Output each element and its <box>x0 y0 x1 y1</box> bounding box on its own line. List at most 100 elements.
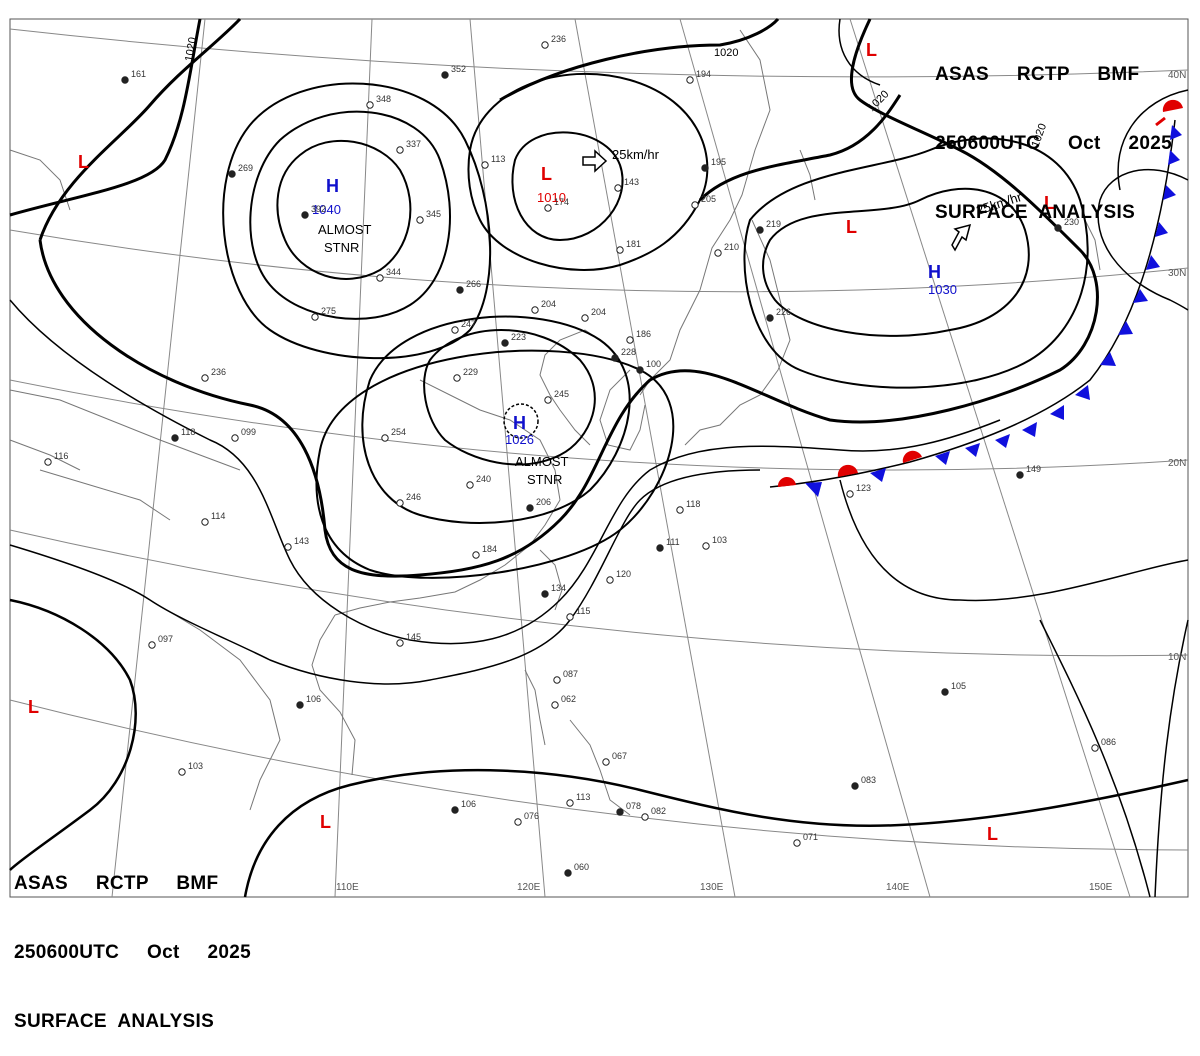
station-pressure: 219 <box>766 219 781 229</box>
station-marker <box>702 542 710 550</box>
station-pressure: 236 <box>551 34 566 44</box>
station-pressure: 352 <box>451 64 466 74</box>
station-pressure: 275 <box>321 306 336 316</box>
station-marker <box>766 314 774 322</box>
station-marker <box>311 313 319 321</box>
station-pressure: 229 <box>463 367 478 377</box>
station-marker <box>376 274 384 282</box>
station-pressure: 120 <box>616 569 631 579</box>
station-marker <box>396 499 404 507</box>
station-marker <box>466 481 474 489</box>
station-marker <box>756 226 764 234</box>
station-marker <box>44 458 52 466</box>
motion-arrows <box>582 149 972 252</box>
station-marker <box>553 676 561 684</box>
station-marker <box>284 543 292 551</box>
header-line: SURFACE ANALYSIS <box>935 202 1136 223</box>
lon-label: 120E <box>517 882 541 893</box>
station-pressure: 246 <box>406 492 421 502</box>
station-marker <box>416 216 424 224</box>
station-pressure: 106 <box>461 799 476 809</box>
station-marker <box>641 813 649 821</box>
station-marker <box>541 41 549 49</box>
station-pressure: 078 <box>626 801 641 811</box>
station-pressure: 103 <box>188 761 203 771</box>
station-marker <box>551 701 559 709</box>
header-line: 250600UTC Oct 2025 <box>14 942 251 963</box>
station-marker <box>381 434 389 442</box>
lon-label: 140E <box>886 882 910 893</box>
station-marker <box>1016 471 1024 479</box>
station-pressure: 106 <box>306 694 321 704</box>
station-pressure: 240 <box>476 474 491 484</box>
station-pressure: 113 <box>491 154 505 164</box>
low-letter: L <box>987 824 998 844</box>
station-pressure: 149 <box>1026 464 1041 474</box>
station-marker <box>526 504 534 512</box>
station-marker <box>201 518 209 526</box>
low-letter: L <box>78 152 89 172</box>
station-pressure: 186 <box>636 329 651 339</box>
high-note: STNR <box>324 240 359 255</box>
station-pressure: 086 <box>1101 737 1116 747</box>
station-marker <box>544 396 552 404</box>
station-pressure: 223 <box>511 332 526 342</box>
station-pressure: 174 <box>554 197 569 207</box>
high-note: STNR <box>527 472 562 487</box>
station-pressure: 143 <box>294 536 309 546</box>
station-pressure: 114 <box>211 511 225 521</box>
weather-map: 1020 1020 1020 1020 <box>9 17 1189 898</box>
station-pressure: 269 <box>238 163 253 173</box>
station-marker <box>606 576 614 584</box>
station-pressure: 105 <box>951 681 966 691</box>
station-pressure: 230 <box>1064 217 1079 227</box>
station-pressure: 161 <box>131 69 146 79</box>
station-marker <box>636 366 644 374</box>
station-marker <box>714 249 722 257</box>
station-plots: 161 236 194 352 348 337 392 345 344 266 113 143 195 2… <box>44 34 1116 877</box>
station-pressure: 082 <box>651 806 666 816</box>
station-pressure: 204 <box>541 299 556 309</box>
station-marker <box>481 161 489 169</box>
station-pressure: 226 <box>776 307 791 317</box>
cold-front-triangles <box>805 125 1182 497</box>
station-marker <box>366 101 374 109</box>
station-pressure: 181 <box>626 239 641 249</box>
lat-label: 10N <box>1168 652 1186 663</box>
station-marker <box>544 204 552 212</box>
station-marker <box>686 76 694 84</box>
station-marker <box>231 434 239 442</box>
header-line: 250600UTC Oct 2025 <box>935 133 1172 154</box>
low-letter: L <box>541 164 552 184</box>
coastlines <box>9 29 1101 816</box>
high-letter: H <box>513 413 526 433</box>
station-marker <box>676 506 684 514</box>
high-note: ALMOST <box>318 222 372 237</box>
header-line: ASAS RCTP BMF <box>935 64 1140 85</box>
header-bottom: ASAS RCTP BMF 250600UTC Oct 2025 SURFACE… <box>14 826 251 1056</box>
high-pressure: 1040 <box>312 202 341 217</box>
station-marker <box>691 201 699 209</box>
station-marker <box>451 806 459 814</box>
station-marker <box>602 758 610 766</box>
station-pressure: 247 <box>461 319 476 329</box>
station-marker <box>626 336 634 344</box>
high-pressure: 1026 <box>505 432 534 447</box>
lat-label: 40N <box>1168 70 1186 81</box>
station-pressure: 348 <box>376 94 391 104</box>
isobars <box>9 17 1189 898</box>
low-letter: L <box>320 812 331 832</box>
station-pressure: 113 <box>576 792 590 802</box>
station-marker <box>564 869 572 877</box>
station-marker <box>701 164 709 172</box>
lon-label: 110E <box>336 882 359 893</box>
low-pressure: 1010 <box>537 190 566 205</box>
station-pressure: 118 <box>181 427 195 437</box>
station-pressure: 195 <box>711 157 726 167</box>
station-pressure: 254 <box>391 427 406 437</box>
warm-front-semicircles <box>777 99 1183 487</box>
station-pressure: 392 <box>311 204 326 214</box>
station-pressure: 236 <box>211 367 226 377</box>
low-letter: L <box>28 697 39 717</box>
station-pressure: 266 <box>466 279 481 289</box>
